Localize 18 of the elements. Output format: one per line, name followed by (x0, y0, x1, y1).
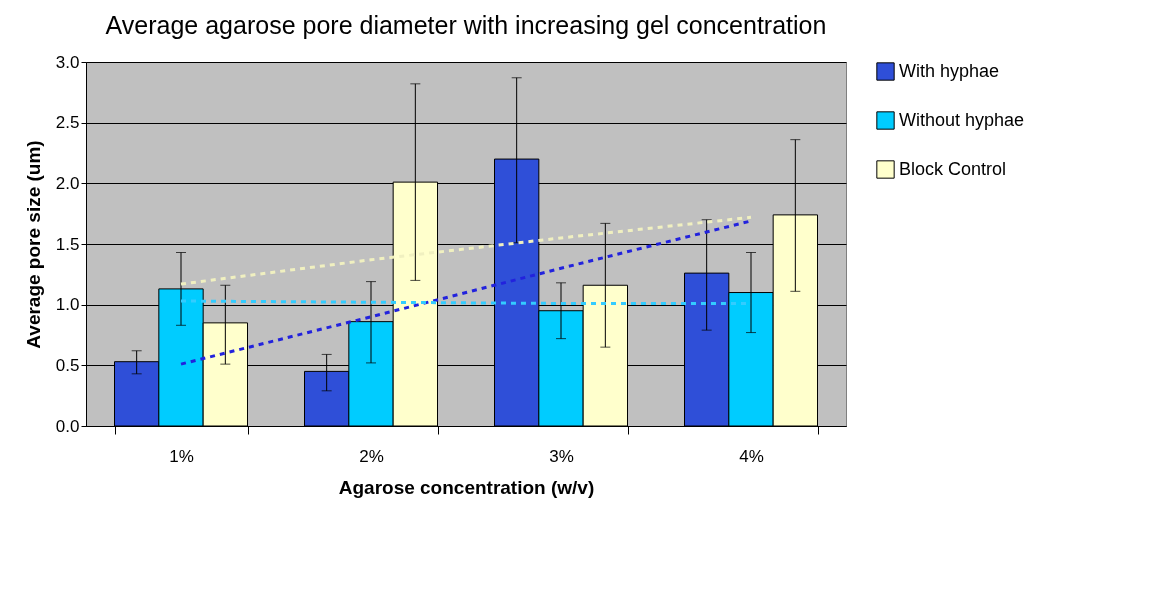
y-tick-label: 2.5 (55, 113, 80, 133)
x-tick-label: 2% (359, 446, 384, 466)
x-tick-label: 3% (549, 446, 574, 466)
legend-label: With hyphae (899, 60, 1000, 81)
y-tick-label: 3.0 (55, 52, 80, 72)
legend-label: Block Control (899, 158, 1007, 179)
y-tick-label: 0.5 (55, 355, 80, 375)
x-tick-label: 1% (169, 446, 194, 466)
y-axis-title: Average pore size (um) (22, 140, 44, 349)
chart-title: Average agarose pore diameter with increasing gel concentration (105, 11, 827, 39)
y-tick-label: 0.0 (55, 416, 80, 436)
y-tick-label: 1.5 (55, 234, 80, 254)
x-axis-title: Agarose concentration (w/v) (338, 476, 595, 498)
x-tick-label: 4% (739, 446, 764, 466)
legend-label: Without hyphae (899, 109, 1025, 130)
y-tick-label: 1.0 (55, 295, 80, 315)
y-tick-label: 2.0 (55, 173, 80, 193)
line-series (179, 215, 753, 286)
